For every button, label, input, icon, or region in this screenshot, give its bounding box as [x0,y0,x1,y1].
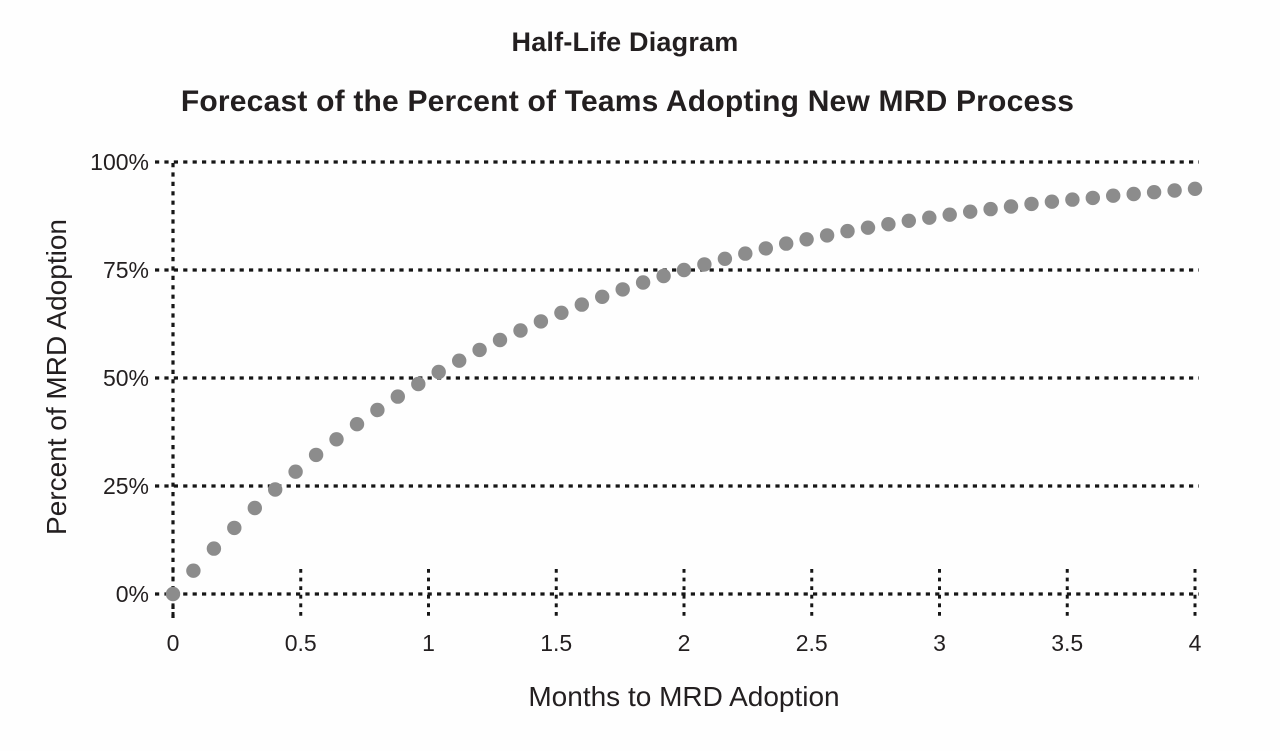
data-point [1085,190,1101,206]
data-point [860,220,876,235]
data-point [963,204,978,219]
data-point [1065,192,1080,207]
x-tick-label: 1.5 [540,630,572,656]
chart-title-row: Half-Life Diagram [0,27,1250,58]
x-tick-label: 3 [933,630,946,656]
data-point [738,246,753,261]
chart-subtitle: Forecast of the Percent of Teams Adoptin… [180,85,1075,118]
y-tick-label: 0% [116,581,149,607]
data-point [717,251,733,266]
data-point [799,232,814,247]
x-tick-label: 2 [678,630,691,656]
data-point [615,282,630,297]
y-tick-label: 75% [103,257,149,283]
data-point [268,482,283,497]
y-tick-label: 100% [90,149,149,175]
data-point [472,342,487,358]
x-axis-title: Months to MRD Adoption [528,681,840,712]
data-point [370,402,385,418]
data-point [329,432,344,447]
data-point [1003,199,1019,214]
data-point [881,217,896,232]
data-point [1044,194,1060,209]
data-point [819,228,835,243]
data-point [983,201,998,217]
data-point [165,586,181,602]
data-point [574,297,589,312]
data-point [206,541,222,556]
data-point [676,262,692,278]
data-point [186,563,201,578]
data-point [656,268,671,284]
data-point [901,213,916,228]
x-tick-label: 2.5 [796,630,828,656]
data-point [554,305,569,320]
x-tick-label: 0.5 [285,630,317,656]
data-point [1187,181,1203,196]
data-point [1106,188,1121,203]
x-tick-label: 4 [1189,630,1202,656]
data-point [1126,186,1141,202]
x-tick-label: 3.5 [1051,630,1083,656]
data-point [411,376,426,392]
chart-title: Half-Life Diagram [511,27,739,57]
data-point [308,447,324,463]
data-point [227,520,242,536]
chart-subtitle-row: Forecast of the Percent of Teams Adoptin… [0,85,1255,119]
y-tick-label: 25% [103,473,149,499]
x-tick-label: 0 [167,630,180,656]
data-point [513,323,528,338]
data-point [1024,196,1039,212]
data-point [390,389,405,404]
data-point [247,500,262,516]
data-point [595,289,610,304]
data-point [349,417,365,432]
data-point [452,353,467,368]
data-point [288,464,303,479]
data-point [758,241,773,256]
x-tick-label: 1 [422,630,435,656]
data-point [533,314,549,329]
y-tick-label: 50% [103,365,149,391]
data-point [779,236,794,251]
data-point [922,210,937,225]
data-point [492,332,508,348]
data-point [697,257,712,272]
data-point [431,364,446,380]
data-point [840,223,855,239]
data-point [1167,183,1182,198]
data-point [635,275,651,290]
data-point [942,207,957,222]
data-point [1146,185,1162,200]
